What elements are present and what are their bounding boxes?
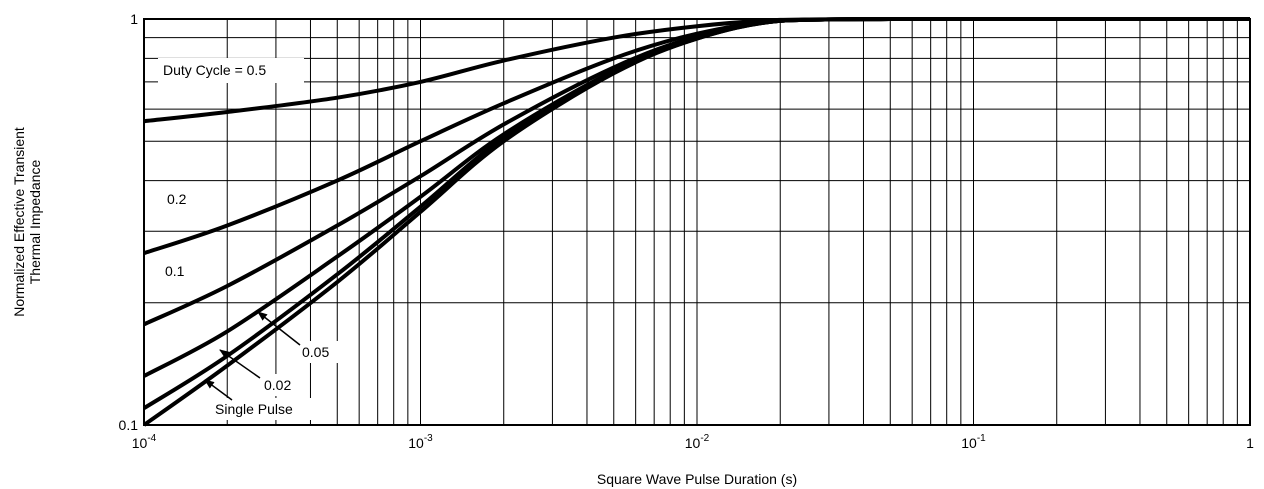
annotation-single-pulse: Single Pulse bbox=[215, 401, 293, 417]
y-axis-title-group: Normalized Effective Transient Thermal Im… bbox=[11, 127, 43, 317]
annotation-arrow-0-05 bbox=[257, 311, 301, 346]
y-tick-label: 0.1 bbox=[119, 417, 139, 433]
annotation-0-02: 0.02 bbox=[264, 377, 291, 393]
annotation-0-1: 0.1 bbox=[165, 263, 185, 279]
annotation-bg-0-05 bbox=[298, 341, 340, 363]
plot-frame bbox=[143, 18, 1251, 426]
annotation-arrow-0-02 bbox=[219, 349, 261, 379]
y-axis-title-line: Thermal Impedance bbox=[27, 160, 43, 285]
x-tick-label: 10-1 bbox=[961, 433, 986, 451]
y-axis-title: Normalized Effective Transient Thermal Im… bbox=[11, 127, 43, 317]
annotation-duty-cycle-0-5: Duty Cycle = 0.5 bbox=[163, 62, 266, 78]
y-tick-label: 1 bbox=[130, 11, 138, 27]
x-axis-title: Square Wave Pulse Duration (s) bbox=[597, 471, 797, 487]
annotation-bg-duty-cycle-0-5 bbox=[158, 58, 304, 83]
x-tick-label: 10-3 bbox=[408, 433, 433, 451]
annotation-bg-0-1 bbox=[161, 260, 195, 282]
tick-labels: 10-4 10-3 10-2 10-1 1 0.1 1 bbox=[119, 11, 1255, 451]
annotation-0-2: 0.2 bbox=[167, 191, 187, 207]
x-tick-label: 10-2 bbox=[685, 433, 710, 451]
annotations: Duty Cycle = 0.5 0.2 0.1 0.05 0.02 Single Pul… bbox=[158, 58, 340, 420]
x-tick-label: 1 bbox=[1246, 435, 1254, 451]
x-tick-label: 10-4 bbox=[132, 433, 157, 451]
annotation-bg-0-02 bbox=[260, 374, 302, 396]
annotation-bg-0-2 bbox=[163, 188, 197, 210]
annotation-0-05: 0.05 bbox=[302, 344, 329, 360]
y-axis-title-line: Normalized Effective Transient bbox=[11, 127, 27, 317]
annotation-arrow-single-pulse bbox=[204, 379, 233, 401]
grid bbox=[143, 18, 1251, 426]
annotation-bg-single-pulse bbox=[211, 398, 317, 420]
